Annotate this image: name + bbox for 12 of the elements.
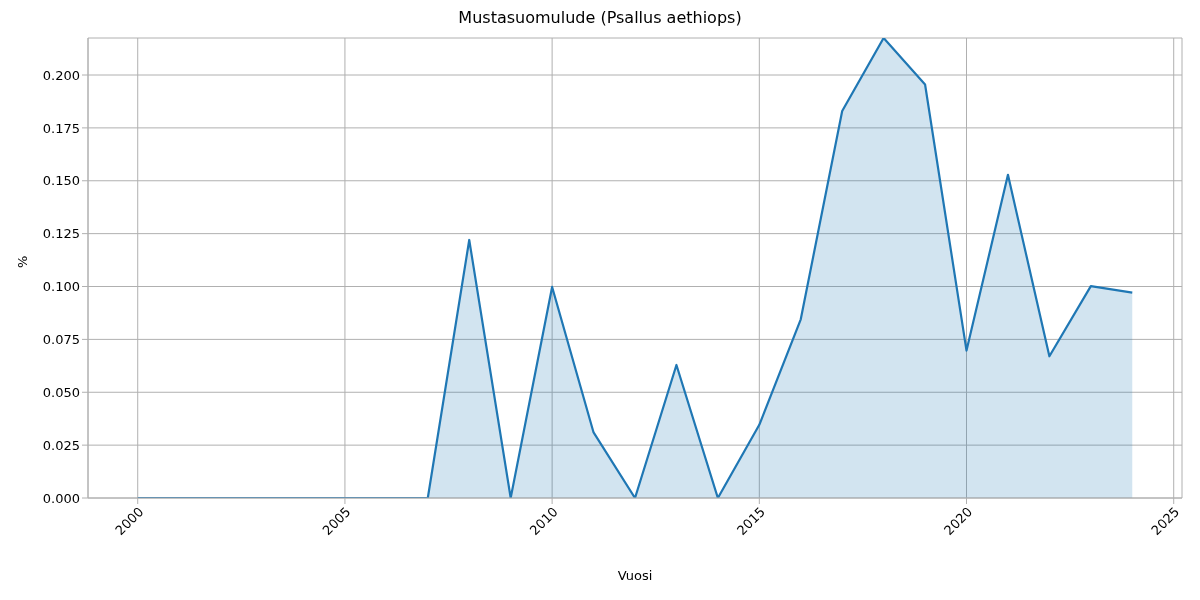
y-tick-label: 0.075	[42, 331, 80, 347]
y-tick-label: 0.125	[42, 226, 80, 242]
y-tick-label: 0.100	[42, 279, 80, 295]
y-tick-label: 0.150	[42, 173, 80, 189]
x-axis-title: Vuosi	[617, 568, 653, 583]
y-axis-title: %	[14, 255, 30, 268]
y-tick-label: 0.050	[42, 384, 80, 400]
y-tick-label: 0.200	[42, 67, 80, 83]
y-tick-label: 0.000	[42, 490, 80, 506]
chart-title: Mustasuomulude (Psallus aethiops)	[457, 8, 743, 29]
y-tick-label: 0.175	[42, 120, 80, 136]
y-tick-label: 0.025	[42, 437, 80, 453]
